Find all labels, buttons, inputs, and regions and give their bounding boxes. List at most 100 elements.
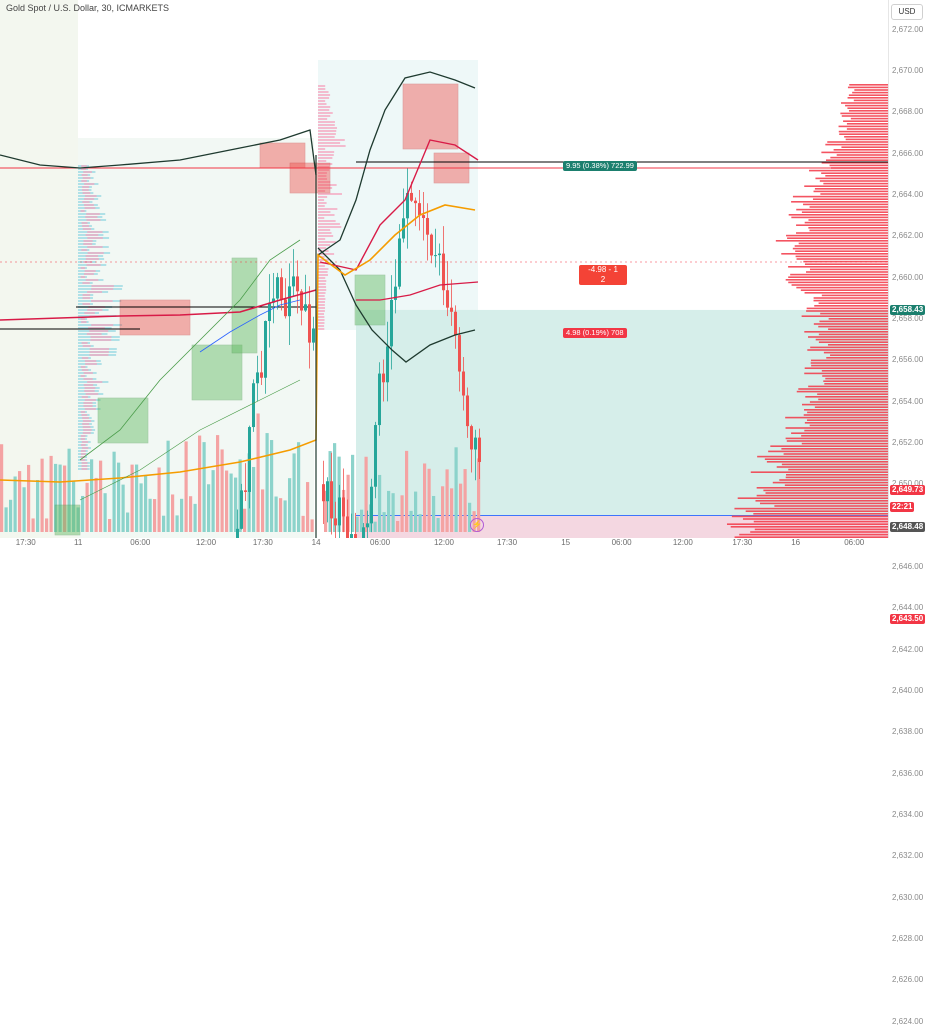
time-tick: 06:00	[844, 538, 865, 547]
session-profile-bar	[85, 255, 99, 257]
volume-bar	[171, 494, 175, 532]
price-tick: 2,666.00	[892, 148, 924, 158]
session-profile-bar	[80, 366, 86, 368]
session-profile-bar	[318, 325, 325, 327]
volume-bar	[477, 458, 481, 532]
volume-profile-bar	[844, 136, 888, 138]
volume-profile-bar	[796, 232, 888, 234]
volume-bar	[225, 470, 229, 532]
volume-profile-bar	[814, 406, 888, 408]
volume-bar	[441, 486, 445, 532]
volume-profile-bar	[804, 292, 888, 294]
volume-bar	[387, 490, 391, 532]
volume-profile-bar	[788, 214, 888, 216]
session-profile-bar	[318, 91, 329, 93]
volume-bar	[414, 491, 418, 532]
price-chart[interactable]	[0, 0, 888, 538]
session-profile-bar	[318, 136, 335, 138]
session-profile-bar	[83, 372, 93, 374]
volume-bar	[229, 473, 233, 532]
volume-profile-bar	[804, 263, 888, 265]
candle-body	[466, 395, 469, 427]
chart-area[interactable]: Gold Spot / U.S. Dollar, 30, ICMARKETS 9…	[0, 0, 888, 538]
session-profile-bar	[80, 459, 86, 461]
candle-body	[386, 346, 389, 383]
session-profile-bar	[318, 274, 328, 276]
volume-bar	[175, 515, 179, 532]
volume-profile-bar	[845, 138, 888, 141]
volume-profile-bar	[781, 253, 888, 255]
position-center-line2: 2	[600, 275, 606, 284]
volume-bar	[220, 449, 224, 532]
session-profile-bar	[318, 181, 331, 183]
session-profile-bar	[318, 217, 325, 219]
session-profile-bar	[81, 441, 89, 443]
candle-body	[342, 497, 345, 517]
session-profile-bar	[84, 360, 97, 362]
session-profile-bar	[318, 94, 331, 96]
session-profile-bar	[318, 220, 336, 222]
volume-bar	[18, 471, 22, 532]
volume-profile-bar	[792, 247, 888, 250]
price-tag: 2,648.48	[890, 521, 926, 532]
volume-profile-bar	[814, 305, 888, 307]
session-profile-bar	[318, 223, 340, 225]
session-profile-bar	[318, 85, 326, 87]
volume-bar	[252, 466, 256, 532]
session-profile-bar	[318, 160, 327, 162]
candle-body	[334, 518, 337, 526]
volume-bar	[94, 477, 98, 532]
candle-body	[430, 234, 433, 256]
volume-profile-bar	[755, 500, 888, 502]
session-profile-bar	[318, 169, 330, 171]
session-profile-bar	[84, 195, 97, 197]
candle-body	[370, 486, 373, 524]
lightning-icon[interactable]: ⚡	[470, 518, 484, 532]
volume-profile-bar	[809, 424, 888, 427]
profit-zone	[356, 309, 888, 516]
volume-bar	[423, 463, 427, 532]
session-profile-bar	[81, 342, 88, 344]
volume-profile-bar	[785, 476, 888, 479]
session-profile-bar	[85, 393, 99, 395]
envelope-green	[79, 239, 301, 461]
volume-bar	[90, 459, 94, 532]
session-profile-bar	[87, 246, 103, 248]
candle-body	[256, 372, 259, 384]
currency-button[interactable]: USD	[891, 4, 923, 20]
volume-bar	[0, 444, 4, 532]
volume-profile-bar	[805, 396, 888, 398]
session-profile-bar	[82, 345, 91, 347]
session-profile-bar	[318, 154, 334, 156]
price-tag: 2,643.50	[890, 613, 926, 624]
volume-profile-bar	[849, 84, 888, 86]
volume-profile-bar	[806, 307, 888, 310]
session-profile-bar	[80, 450, 86, 452]
volume-bar	[99, 460, 103, 532]
session-profile-bar	[82, 426, 91, 428]
session-profile-bar	[80, 435, 86, 437]
candle-body	[382, 373, 385, 383]
volume-bar	[468, 502, 472, 532]
session-profile-bar	[87, 309, 103, 311]
volume-profile-bar	[750, 531, 888, 533]
volume-profile-bar	[848, 110, 888, 112]
volume-profile-bar	[801, 403, 888, 406]
session-profile-bar	[318, 253, 335, 255]
session-profile-bar	[81, 174, 88, 176]
candle-body	[366, 523, 369, 528]
candle-body	[322, 484, 325, 502]
session-profile-bar	[318, 118, 328, 120]
price-axis[interactable]: 2,672.00 2,670.00 2,668.00 2,666.00 2,664.00…	[888, 0, 932, 1026]
bear-zone-box	[259, 142, 306, 169]
session-profile-bar	[82, 201, 90, 203]
session-profile-bar	[318, 175, 327, 177]
candle-body	[288, 286, 291, 317]
session-profile-bar	[84, 387, 96, 389]
session-profile-bar	[84, 183, 95, 185]
volume-profile-bar	[838, 130, 888, 133]
session-profile-bar	[90, 339, 112, 341]
time-axis[interactable]: 17:30 11 06:00 12:00 17:30 14 06:00 12:00 17:30 1…	[0, 538, 888, 550]
volume-bar	[207, 484, 211, 532]
volume-profile-bar	[854, 89, 888, 91]
